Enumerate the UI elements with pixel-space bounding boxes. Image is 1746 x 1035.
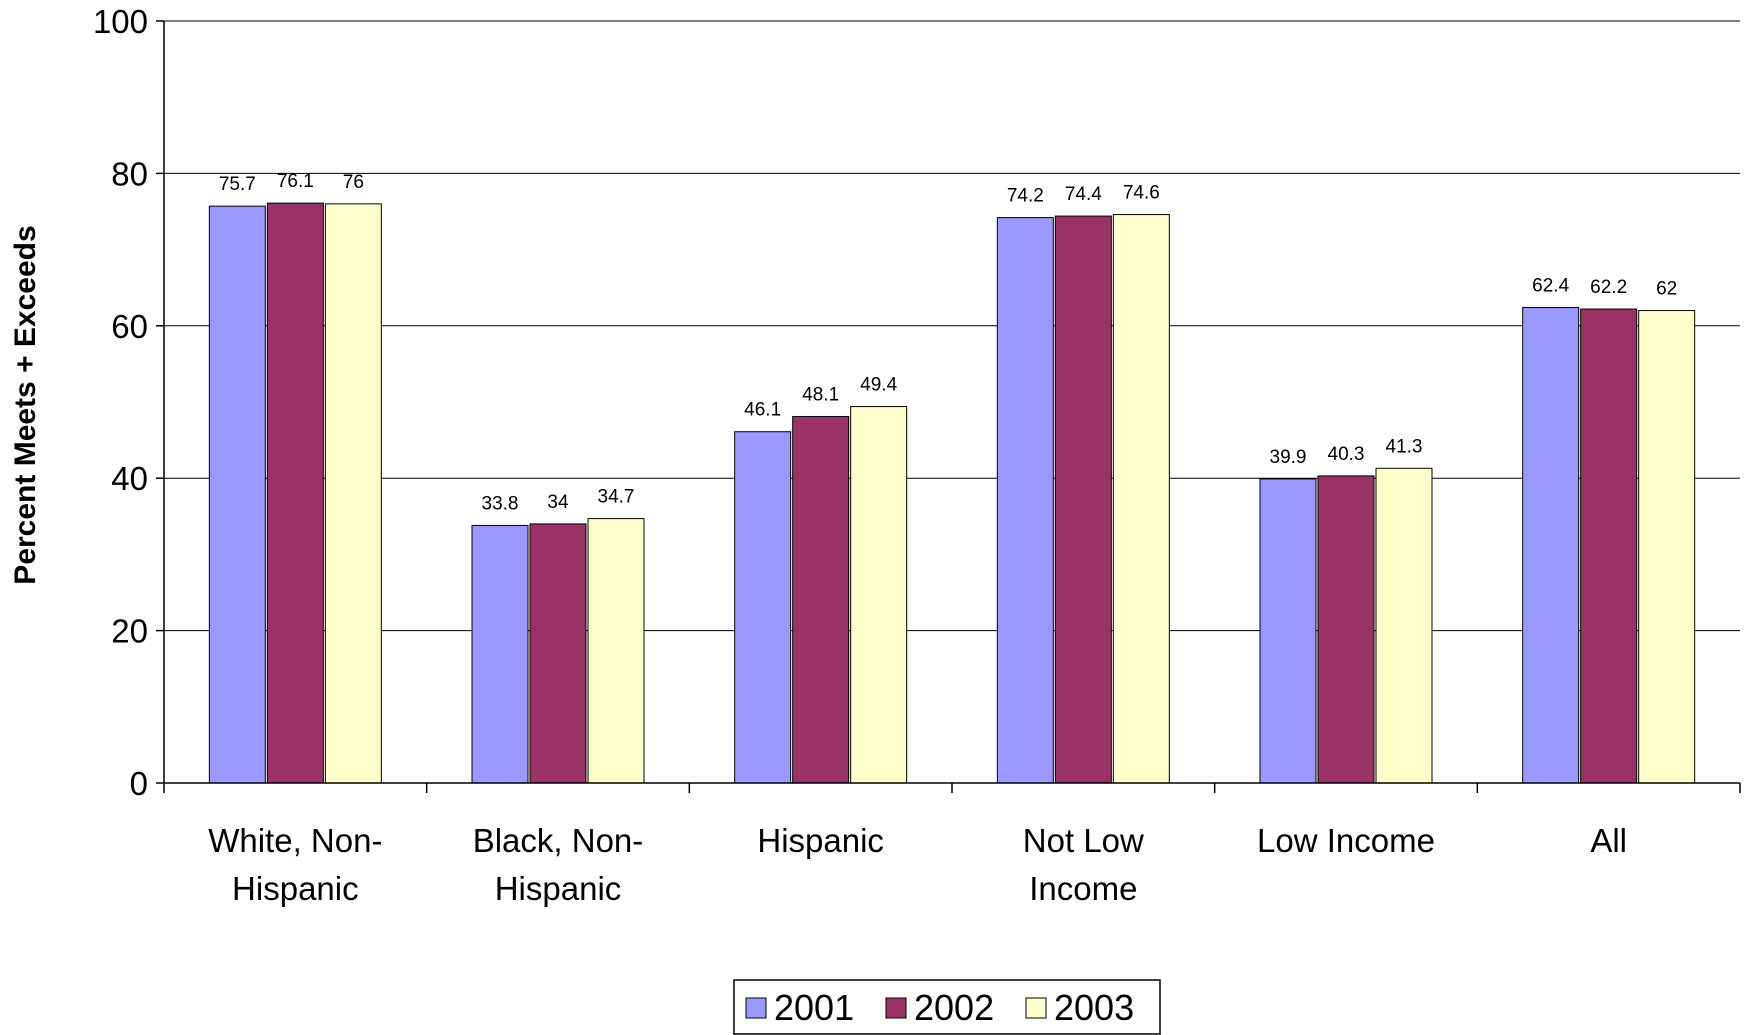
y-tick-label: 60 xyxy=(111,308,148,345)
bar-2003-3 xyxy=(1112,214,1170,784)
bar-2001-0 xyxy=(208,205,266,784)
data-label: 62.2 xyxy=(1590,277,1627,298)
gridlines xyxy=(164,20,1740,632)
data-label: 76.1 xyxy=(277,171,314,192)
legend-entry: 2003 xyxy=(1054,987,1134,1028)
bar-2002-5 xyxy=(1580,308,1638,784)
data-label: 49.4 xyxy=(860,375,897,396)
y-tick-label: 40 xyxy=(111,460,148,497)
data-label: 34 xyxy=(547,492,569,513)
bar-2001-5 xyxy=(1522,307,1580,784)
labels: 0 20 40 60 80 100 75.7 33.8 46.1 74.2 39.9 62.4 76.1… xyxy=(93,3,1677,907)
bar-2001-3 xyxy=(996,217,1054,784)
data-label: 74.2 xyxy=(1007,186,1044,207)
data-label: 74.4 xyxy=(1065,184,1102,205)
category-label: All xyxy=(1590,822,1627,859)
legend-entry: 2001 xyxy=(774,987,854,1028)
data-label: 74.6 xyxy=(1123,183,1160,204)
bar-2003-0 xyxy=(324,203,382,784)
data-label: 75.7 xyxy=(219,174,256,195)
bar-2002-0 xyxy=(266,202,324,784)
bar-2002-4 xyxy=(1317,475,1375,784)
data-label: 48.1 xyxy=(802,384,839,405)
bars xyxy=(208,202,1696,784)
bar-2003-5 xyxy=(1638,310,1696,784)
bar-2001-1 xyxy=(471,524,529,784)
axes xyxy=(156,20,1741,793)
data-label: 33.8 xyxy=(482,493,519,514)
legend-entry: 2002 xyxy=(914,987,994,1028)
bar-2003-1 xyxy=(587,518,645,784)
bar-2001-2 xyxy=(734,431,792,784)
legend-swatch xyxy=(745,997,767,1019)
category-label: Hispanic xyxy=(495,870,622,907)
legend-swatch xyxy=(1025,997,1047,1019)
data-label: 46.1 xyxy=(744,400,781,421)
data-label: 62 xyxy=(1656,279,1677,300)
bar-2002-2 xyxy=(792,415,850,784)
data-label: 40.3 xyxy=(1328,444,1365,465)
category-label: Income xyxy=(1029,870,1137,907)
legend-swatch xyxy=(885,997,907,1019)
y-tick-label: 0 xyxy=(130,765,148,802)
y-tick-label: 20 xyxy=(111,613,148,650)
bar-2002-3 xyxy=(1054,215,1112,784)
category-label: Hispanic xyxy=(757,822,884,859)
bar-2001-4 xyxy=(1259,478,1317,784)
data-label: 39.9 xyxy=(1270,447,1307,468)
category-label: Not Low xyxy=(1023,822,1144,859)
category-label: Hispanic xyxy=(232,870,359,907)
legend: 2001 2002 2003 xyxy=(733,979,1161,1035)
y-tick-label: 100 xyxy=(93,3,148,40)
bar-2003-2 xyxy=(850,406,908,784)
category-label: White, Non- xyxy=(208,822,382,859)
y-axis-label: Percent Meets + Exceeds xyxy=(9,225,42,584)
legend-box xyxy=(733,979,1161,1035)
data-label: 76 xyxy=(343,172,364,193)
data-label: 34.7 xyxy=(598,487,635,508)
bar-2003-4 xyxy=(1375,467,1433,784)
bar-2002-1 xyxy=(529,523,587,784)
category-label: Black, Non- xyxy=(473,822,644,859)
y-tick-label: 80 xyxy=(111,155,148,192)
data-label: 41.3 xyxy=(1386,436,1423,457)
data-label: 62.4 xyxy=(1532,276,1569,297)
category-label: Low Income xyxy=(1257,822,1435,859)
